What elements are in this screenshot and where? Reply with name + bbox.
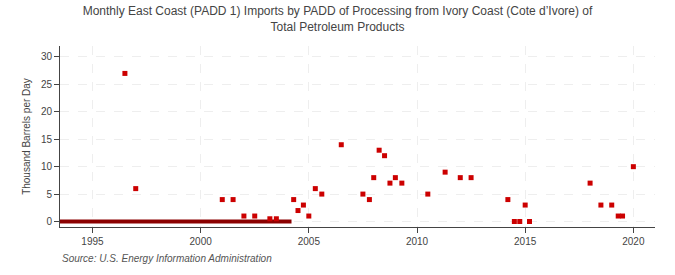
svg-text:30: 30 — [41, 51, 53, 62]
svg-text:15: 15 — [41, 134, 53, 145]
svg-text:2015: 2015 — [514, 236, 537, 247]
svg-text:2010: 2010 — [406, 236, 429, 247]
svg-text:20: 20 — [41, 106, 53, 117]
svg-text:Source: U.S. Energy Informatio: Source: U.S. Energy Information Administ… — [62, 253, 272, 264]
svg-text:25: 25 — [41, 79, 53, 90]
svg-text:10: 10 — [41, 161, 53, 172]
svg-text:5: 5 — [46, 189, 52, 200]
svg-text:0: 0 — [46, 216, 52, 227]
svg-text:2020: 2020 — [622, 236, 645, 247]
svg-text:2000: 2000 — [190, 236, 213, 247]
svg-text:2005: 2005 — [298, 236, 321, 247]
svg-text:1995: 1995 — [81, 236, 104, 247]
svg-text:Thousand Barrels per Day: Thousand Barrels per Day — [21, 78, 32, 195]
svg-text:Monthly East Coast (PADD 1) Im: Monthly East Coast (PADD 1) Imports by P… — [83, 4, 593, 34]
